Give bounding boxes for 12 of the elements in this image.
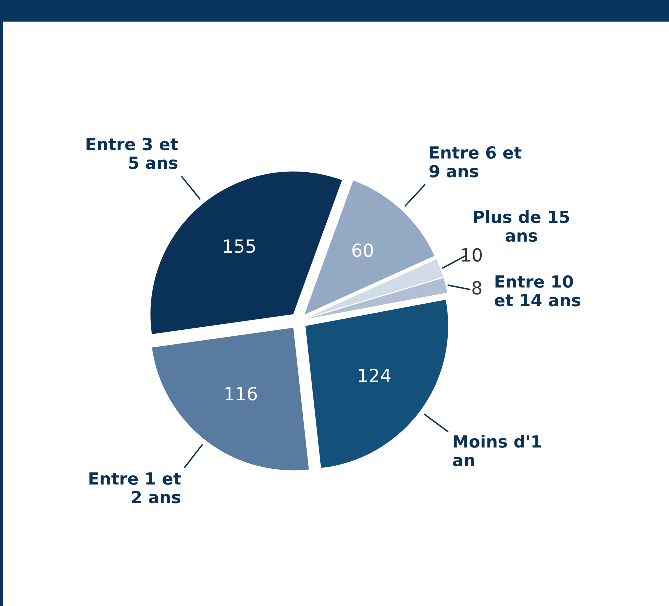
data-label: 116 (226, 387, 258, 401)
data-label: 124 (359, 368, 391, 382)
slice-label: Entre 3 et 5 ans (86, 138, 178, 170)
slice-label: Entre 6 et 9 ans (430, 146, 522, 178)
slice-label: Plus de 15 ans (474, 210, 570, 242)
data-label: 10 (462, 248, 482, 262)
slice-label: Moins d'1 an (453, 435, 542, 467)
data-label: 155 (224, 240, 256, 254)
data-label: 8 (472, 281, 482, 295)
slice-label: Entre 1 et 2 ans (90, 472, 181, 504)
data-label: 60 (352, 244, 374, 258)
slice-label: Entre 10 et 14 ans (494, 275, 581, 307)
